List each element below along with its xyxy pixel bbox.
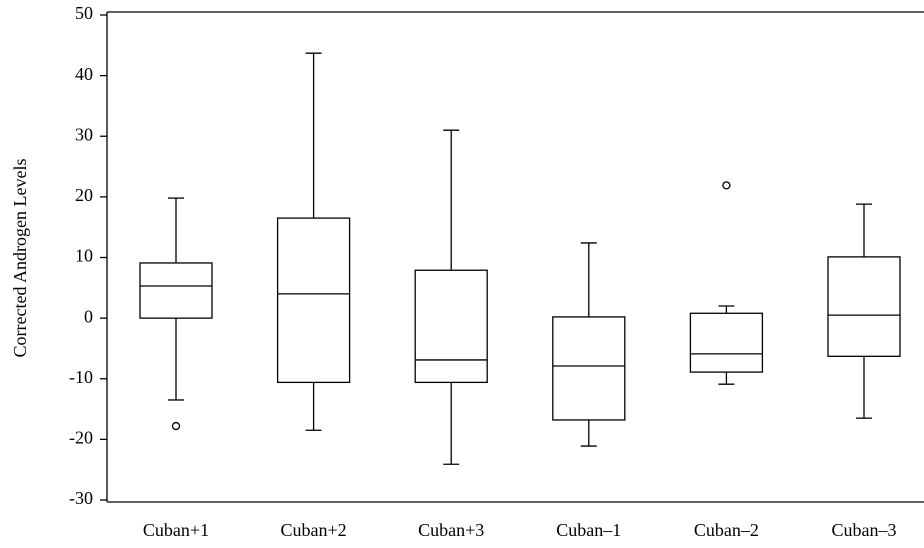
x-tick-label: Cuban+3	[418, 520, 484, 540]
y-tick-label: -20	[69, 428, 93, 448]
box	[276, 217, 351, 384]
x-tick-label: Cuban–2	[694, 520, 759, 540]
x-tick-label: Cuban+2	[281, 520, 347, 540]
y-tick-label: 40	[75, 64, 93, 84]
y-tick-label: -10	[69, 367, 93, 387]
outlier	[171, 421, 181, 431]
box	[689, 312, 764, 373]
y-tick-label: 10	[75, 246, 93, 266]
y-axis-label: Corrected Androgen Levels	[10, 159, 30, 358]
box	[414, 269, 488, 384]
y-tick-label: 30	[75, 124, 93, 144]
y-tick-label: 20	[75, 185, 93, 205]
box	[552, 316, 626, 421]
y-tick-label: 0	[84, 306, 93, 326]
y-tick-label: 50	[75, 3, 93, 23]
x-tick-label: Cuban–3	[832, 520, 897, 540]
y-tick-label: -30	[69, 488, 93, 508]
x-tick-label: Cuban+1	[143, 520, 209, 540]
box	[139, 262, 213, 319]
outlier	[722, 181, 731, 190]
x-tick-label: Cuban–1	[556, 520, 621, 540]
box	[827, 256, 901, 357]
